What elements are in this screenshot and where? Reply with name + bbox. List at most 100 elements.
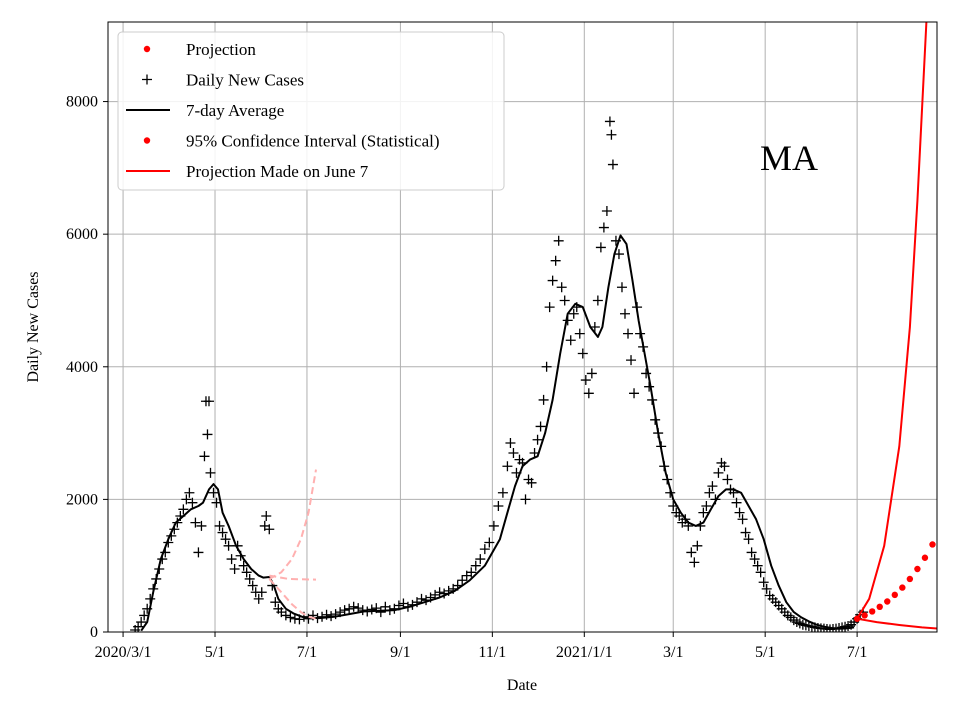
projection-made-on-june-7-lower-line — [856, 617, 937, 630]
y-tick-label: 0 — [90, 624, 98, 641]
daily-new-cases-point — [517, 457, 528, 468]
legend-box — [117, 31, 505, 191]
daily-new-cases-point — [393, 600, 404, 611]
daily-new-cases-point — [294, 614, 305, 625]
daily-new-cases-point — [421, 595, 432, 606]
daily-new-cases-point — [638, 341, 649, 352]
daily-new-cases-point — [330, 609, 341, 620]
daily-new-cases-point — [644, 381, 655, 392]
daily-new-cases-point — [196, 520, 207, 531]
daily-new-cases-point — [568, 308, 579, 319]
daily-new-cases-point — [470, 560, 481, 571]
daily-new-cases-point — [571, 302, 582, 313]
daily-new-cases-point — [270, 597, 281, 608]
x-tick-label: 3/1 — [663, 644, 683, 661]
x-tick-label: 2020/3/1 — [95, 644, 152, 661]
daily-new-cases-point — [653, 428, 664, 439]
daily-new-cases-point — [163, 537, 174, 548]
daily-new-cases-point — [698, 507, 709, 518]
daily-new-cases-point — [184, 487, 195, 498]
daily-new-cases-point — [217, 527, 228, 538]
daily-new-cases-point — [553, 235, 564, 246]
daily-new-cases-point — [339, 605, 350, 616]
daily-new-cases-point — [497, 487, 508, 498]
daily-new-cases-point — [586, 368, 597, 379]
state-annotation: MA — [760, 138, 818, 178]
legend-label: 95% Confidence Interval (Statistical) — [186, 132, 440, 151]
daily-new-cases-point — [583, 388, 594, 399]
daily-new-cases-point — [508, 447, 519, 458]
daily-new-cases-point — [484, 537, 495, 548]
projection-point — [891, 591, 898, 599]
x-tick-label: 7/1 — [297, 644, 317, 661]
daily-new-cases-point — [707, 481, 718, 492]
daily-new-cases-point — [142, 603, 153, 614]
daily-new-cases-point — [535, 421, 546, 432]
daily-new-cases-point — [656, 441, 667, 452]
daily-new-cases-point — [214, 520, 225, 531]
daily-new-cases-point — [626, 355, 637, 366]
daily-new-cases-point — [589, 322, 600, 332]
daily-new-cases-point — [604, 116, 615, 127]
daily-new-cases-point — [541, 361, 552, 372]
7-day-average-line — [140, 234, 855, 632]
daily-new-cases-point — [488, 520, 499, 531]
daily-new-cases-point — [532, 434, 543, 445]
daily-new-cases-point — [416, 593, 427, 604]
daily-new-cases-point — [692, 540, 703, 551]
x-tick-label: 9/1 — [390, 644, 410, 661]
daily-new-cases-point — [674, 510, 685, 521]
daily-new-cases-point — [139, 610, 150, 621]
x-tick-label: 7/1 — [847, 644, 867, 661]
daily-new-cases-point — [559, 295, 570, 306]
projection-point — [914, 565, 921, 573]
daily-new-cases-point — [208, 487, 219, 498]
daily-new-cases-point — [211, 497, 222, 508]
daily-new-cases-point — [538, 394, 549, 405]
projection-point — [861, 612, 868, 619]
projection-point — [929, 541, 936, 548]
daily-new-cases-point — [366, 604, 377, 615]
projection-point — [884, 598, 891, 605]
daily-new-cases-point — [317, 611, 328, 622]
daily-new-cases-point — [749, 554, 760, 565]
daily-new-cases-point — [434, 587, 445, 598]
daily-new-cases-point — [348, 601, 359, 612]
daily-new-cases-point — [722, 474, 733, 485]
daily-new-cases-point — [157, 554, 168, 565]
x-axis: 2020/3/1 5/1 7/1 9/1 11/1 2021/1/1 3/1 5/1 7/1 — [95, 632, 867, 661]
daily-new-cases-point — [321, 609, 332, 620]
daily-new-cases-point — [253, 593, 264, 604]
daily-new-cases-point — [595, 242, 606, 253]
daily-new-cases-point — [502, 461, 513, 472]
daily-new-cases-point — [452, 580, 463, 591]
daily-new-cases-point — [362, 606, 373, 617]
daily-new-cases-point — [238, 560, 249, 571]
daily-new-cases-point — [665, 487, 676, 498]
y-tick-label: 6000 — [66, 226, 98, 243]
daily-new-cases-point — [264, 524, 275, 535]
daily-new-cases-point — [443, 585, 454, 596]
daily-new-cases-point — [205, 467, 216, 478]
daily-new-cases-point — [752, 560, 763, 571]
daily-new-cases-point — [256, 587, 267, 598]
daily-new-cases-point — [689, 557, 700, 568]
daily-new-cases-point — [607, 159, 618, 170]
daily-new-cases-point — [190, 517, 201, 528]
legend-label: Projection Made on June 7 — [186, 162, 369, 181]
daily-new-cases-point — [187, 497, 198, 508]
legend-marker-dot — [143, 45, 151, 53]
daily-new-cases-point — [223, 540, 234, 551]
daily-new-cases-point — [755, 567, 766, 578]
daily-new-cases-point — [166, 530, 177, 541]
daily-new-cases-point — [728, 487, 739, 498]
daily-new-cases-point — [526, 477, 537, 488]
daily-new-cases-point — [565, 335, 576, 346]
daily-new-cases-point — [280, 610, 291, 621]
daily-new-cases-point — [375, 607, 386, 618]
daily-new-cases-point — [758, 577, 769, 588]
y-tick-label: 8000 — [66, 94, 98, 111]
daily-new-cases-point — [529, 447, 540, 458]
confidence-band-early-upper-line — [268, 469, 317, 580]
x-tick-label: 5/1 — [755, 644, 775, 661]
